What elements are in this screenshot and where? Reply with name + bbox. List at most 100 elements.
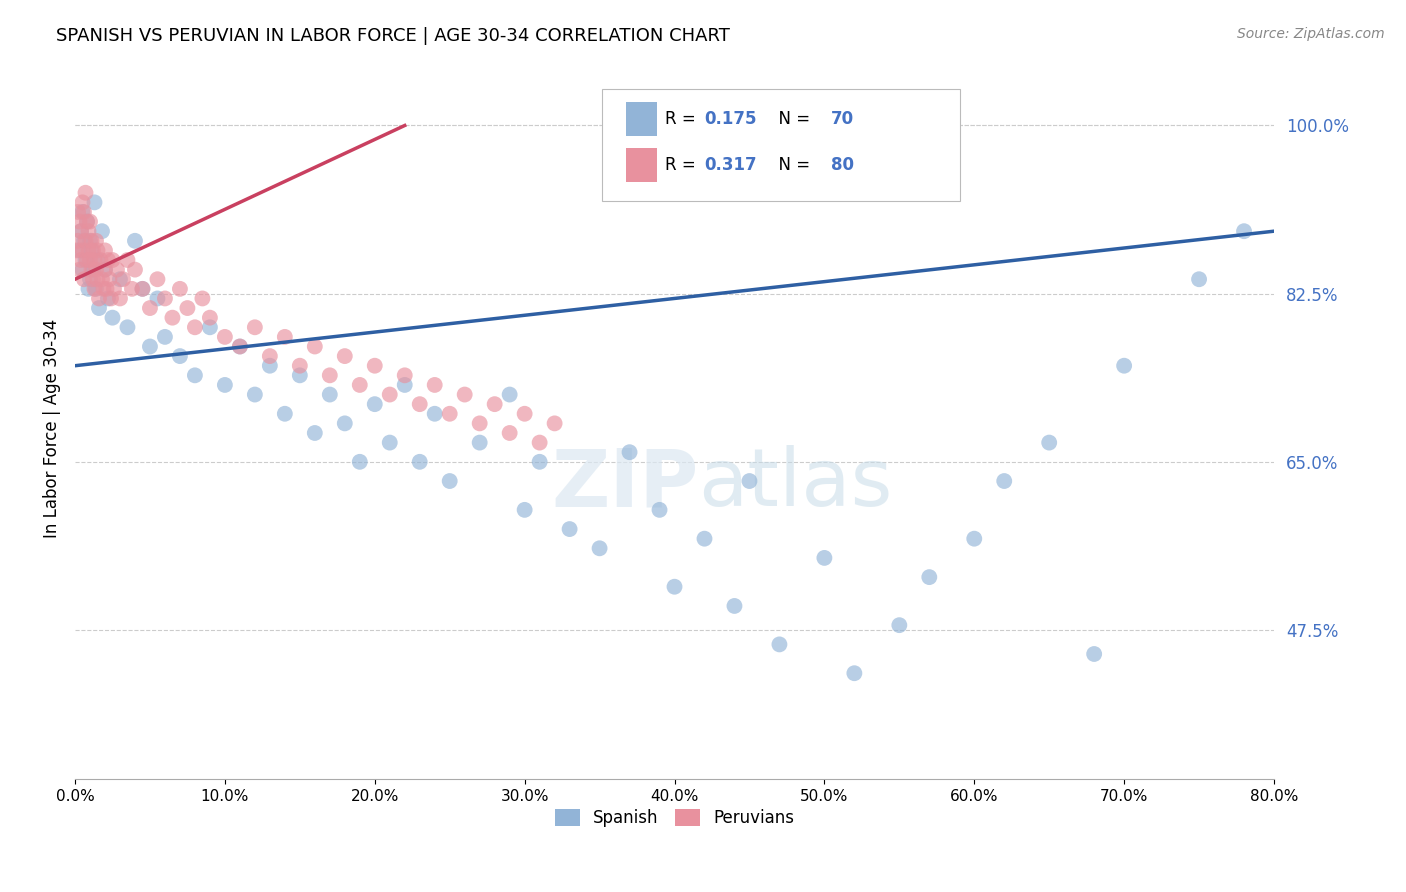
Point	[117, 320, 139, 334]
Point	[87, 292, 110, 306]
Point	[80, 244, 103, 258]
Point	[79, 252, 101, 267]
Point	[288, 359, 311, 373]
Point	[82, 272, 104, 286]
Point	[72, 262, 94, 277]
Point	[484, 397, 506, 411]
Point	[117, 252, 139, 267]
Point	[558, 522, 581, 536]
Point	[146, 272, 169, 286]
Point	[349, 455, 371, 469]
Text: 70: 70	[831, 110, 853, 128]
Point	[94, 262, 117, 277]
Point	[844, 666, 866, 681]
Point	[229, 339, 252, 353]
Point	[214, 330, 236, 344]
Point	[87, 301, 110, 315]
Text: N =: N =	[768, 156, 815, 174]
Point	[498, 387, 520, 401]
Text: atlas: atlas	[699, 445, 893, 524]
Text: N =: N =	[768, 110, 815, 128]
Point	[72, 244, 94, 258]
Point	[259, 359, 281, 373]
Point	[72, 205, 94, 219]
Text: ZIP: ZIP	[551, 445, 699, 524]
Point	[664, 580, 686, 594]
Point	[274, 407, 297, 421]
Point	[439, 407, 461, 421]
Point	[439, 474, 461, 488]
Point	[378, 387, 401, 401]
Point	[83, 195, 105, 210]
Point	[169, 349, 191, 363]
Point	[409, 455, 432, 469]
Point	[1083, 647, 1105, 661]
Point	[86, 252, 108, 267]
Point	[918, 570, 941, 584]
Point	[738, 474, 761, 488]
Point	[97, 252, 120, 267]
Point	[131, 282, 153, 296]
Point	[394, 378, 416, 392]
Point	[423, 378, 446, 392]
Point	[84, 282, 107, 296]
Point	[65, 244, 87, 258]
Point	[70, 252, 93, 267]
Point	[454, 387, 477, 401]
Point	[82, 244, 104, 258]
Point	[86, 272, 108, 286]
Point	[76, 214, 98, 228]
Text: Source: ZipAtlas.com: Source: ZipAtlas.com	[1237, 27, 1385, 41]
Point	[89, 252, 111, 267]
Point	[529, 435, 551, 450]
Point	[77, 282, 100, 296]
Point	[105, 262, 128, 277]
Point	[131, 282, 153, 296]
Point	[73, 205, 96, 219]
Point	[139, 301, 162, 315]
Point	[588, 541, 610, 556]
Point	[319, 368, 342, 383]
Point	[648, 503, 671, 517]
Point	[1114, 359, 1136, 373]
Point	[304, 425, 326, 440]
Point	[121, 282, 143, 296]
Point	[378, 435, 401, 450]
Point	[191, 292, 214, 306]
Point	[176, 301, 198, 315]
Point	[108, 292, 131, 306]
Point	[153, 292, 176, 306]
Point	[75, 252, 97, 267]
Point	[98, 272, 121, 286]
Text: 0.317: 0.317	[704, 156, 756, 174]
Point	[75, 186, 97, 200]
Point	[69, 262, 91, 277]
Point	[91, 224, 114, 238]
Point	[364, 397, 387, 411]
Point	[394, 368, 416, 383]
Point	[100, 292, 122, 306]
Point	[80, 234, 103, 248]
Point	[111, 272, 134, 286]
Point	[1233, 224, 1256, 238]
Point	[198, 310, 221, 325]
Point	[77, 244, 100, 258]
Point	[108, 272, 131, 286]
Point	[83, 252, 105, 267]
Text: R =: R =	[665, 156, 702, 174]
Point	[243, 320, 266, 334]
Text: 80: 80	[831, 156, 853, 174]
Point	[79, 272, 101, 286]
Point	[529, 455, 551, 469]
Point	[82, 262, 104, 277]
Text: 0.175: 0.175	[704, 110, 756, 128]
Point	[66, 234, 89, 248]
Point	[468, 435, 491, 450]
Point	[96, 282, 118, 296]
Point	[1188, 272, 1211, 286]
Point	[229, 339, 252, 353]
Text: SPANISH VS PERUVIAN IN LABOR FORCE | AGE 30-34 CORRELATION CHART: SPANISH VS PERUVIAN IN LABOR FORCE | AGE…	[56, 27, 730, 45]
Point	[80, 262, 103, 277]
Point	[243, 387, 266, 401]
Point	[70, 224, 93, 238]
